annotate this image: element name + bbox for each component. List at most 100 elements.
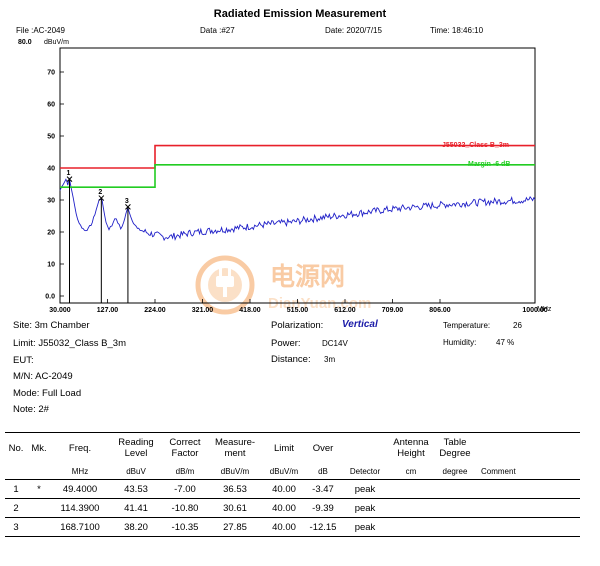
cell-detector: peak [341, 479, 389, 499]
table-header-row: No. Mk. Freq. Reading Level Correct Factor… [5, 432, 580, 463]
header-tbl-2: Degree [439, 448, 471, 459]
emission-trace [59, 177, 536, 242]
polarization-value: Vertical [342, 319, 378, 330]
distance-value: 3m [324, 355, 336, 364]
x-tick-label: 515.00 [287, 307, 309, 314]
header-table-degree: Table Degree [433, 432, 477, 463]
cell-tbl [433, 479, 477, 499]
watermark-plug-prong-right [228, 268, 231, 277]
cell-correct: -10.35 [163, 517, 207, 537]
y-tick-label: 50 [47, 134, 55, 141]
header-no: No. [5, 432, 27, 463]
header-correct-2: Factor [171, 448, 199, 459]
header-freq: Freq. [51, 432, 109, 463]
cell-limit: 40.00 [263, 498, 305, 518]
unit-tbl: degree [433, 463, 477, 480]
x-tick-label: 1000.00 [522, 307, 547, 314]
data-label: Data :#27 [200, 26, 235, 35]
unit-meas: dBuV/m [207, 463, 263, 480]
header-ant-1: Antenna [393, 437, 429, 448]
file-label: File :AC-2049 [16, 26, 65, 35]
x-tick-label: 127.00 [97, 307, 119, 314]
watermark-cn-text: 电源网 [270, 263, 345, 291]
header-comment-blank [477, 432, 580, 463]
unit-detector: Detector [341, 463, 389, 480]
watermark-logo-ring [195, 255, 255, 315]
cell-over: -9.39 [305, 498, 341, 518]
y-axis-unit: dBuV/m [44, 39, 69, 46]
header-mk: Mk. [27, 432, 51, 463]
cell-no: 2 [5, 498, 27, 518]
cell-over: -12.15 [305, 517, 341, 537]
unit-limit: dBuV/m [263, 463, 305, 480]
margin-line [60, 164, 535, 188]
cell-comment [477, 498, 580, 518]
unit-correct: dB/m [163, 463, 207, 480]
header-reading: Reading Level [109, 432, 163, 463]
header-over: Over [305, 432, 341, 463]
cell-meas: 30.61 [207, 498, 263, 518]
results-table: No. Mk. Freq. Reading Level Correct Factor… [5, 432, 580, 537]
humidity-label: Humidity: [443, 338, 477, 347]
cell-freq: 168.7100 [51, 517, 109, 537]
table-row: 3 168.7100 38.20 -10.35 27.85 40.00 -12.… [5, 517, 580, 537]
header-ant-2: Height [397, 448, 425, 459]
unit-mk-blank [27, 463, 51, 480]
cell-tbl [433, 498, 477, 518]
unit-ant: cm [389, 463, 433, 480]
x-tick-label: 612.00 [334, 307, 356, 314]
marker-cross [98, 195, 105, 201]
cell-tbl [433, 517, 477, 537]
margin-line-label: Margin -6 dB [468, 161, 510, 168]
header-reading-2: Level [124, 448, 148, 459]
table-row: 1 * 49.4000 43.53 -7.00 36.53 40.00 -3.4… [5, 479, 580, 499]
cell-detector: peak [341, 517, 389, 537]
cell-no: 1 [5, 479, 27, 499]
header-antenna: Antenna Height [389, 432, 433, 463]
power-label: Power: [271, 338, 301, 349]
cell-correct: -7.00 [163, 479, 207, 499]
mn-info: M/N: AC-2049 [13, 371, 73, 382]
limit-line-label: J55032_Class B_3m [442, 142, 509, 149]
x-tick-label: 30.000 [49, 307, 71, 314]
header-meas-1: Measure- [214, 437, 256, 448]
cell-freq: 49.4000 [51, 479, 109, 499]
x-tick-label: 806.00 [429, 307, 451, 314]
unit-freq: MHz [51, 463, 109, 480]
watermark-plug-prong-left [219, 268, 222, 277]
x-tick-label: 321.00 [192, 307, 214, 314]
marker-label: 3 [125, 198, 129, 205]
dianyuan-watermark: 电源网 DianYuan.com [195, 255, 371, 315]
date-label: Date: 2020/7/15 [325, 26, 382, 35]
cell-meas: 27.85 [207, 517, 263, 537]
header-measurement: Measure-ment [207, 432, 263, 463]
cell-freq: 114.3900 [51, 498, 109, 518]
cell-ant [389, 517, 433, 537]
cell-over: -3.47 [305, 479, 341, 499]
cell-reading: 41.41 [109, 498, 163, 518]
marker-cross [125, 204, 131, 210]
cell-mk: * [27, 479, 51, 499]
note-info: Note: 2# [13, 404, 49, 415]
cell-ant [389, 479, 433, 499]
cell-comment [477, 517, 580, 537]
table-row: 2 114.3900 41.41 -10.80 30.61 40.00 -9.3… [5, 498, 580, 518]
cell-limit: 40.00 [263, 479, 305, 499]
marker-label: 1 [67, 170, 71, 177]
temperature-value: 26 [513, 321, 522, 330]
x-tick-label: 709.00 [382, 307, 404, 314]
distance-label: Distance: [271, 354, 311, 365]
cell-reading: 38.20 [109, 517, 163, 537]
y-axis-top-label: 80.0 [18, 39, 32, 46]
eut-info: EUT: [13, 355, 34, 366]
limit-info: Limit: J55032_Class B_3m [13, 338, 126, 349]
unit-reading: dBuV [109, 463, 163, 480]
header-limit: Limit [263, 432, 305, 463]
emission-chart: 电源网 DianYuan.com 70 60 50 40 30 20 10 0.0 30.00… [18, 39, 552, 315]
y-tick-label: 20 [47, 230, 55, 237]
time-label: Time: 18:46:10 [430, 26, 484, 35]
cell-comment [477, 479, 580, 499]
marker-label: 2 [98, 189, 102, 196]
unit-no-blank [5, 463, 27, 480]
cell-meas: 36.53 [207, 479, 263, 499]
